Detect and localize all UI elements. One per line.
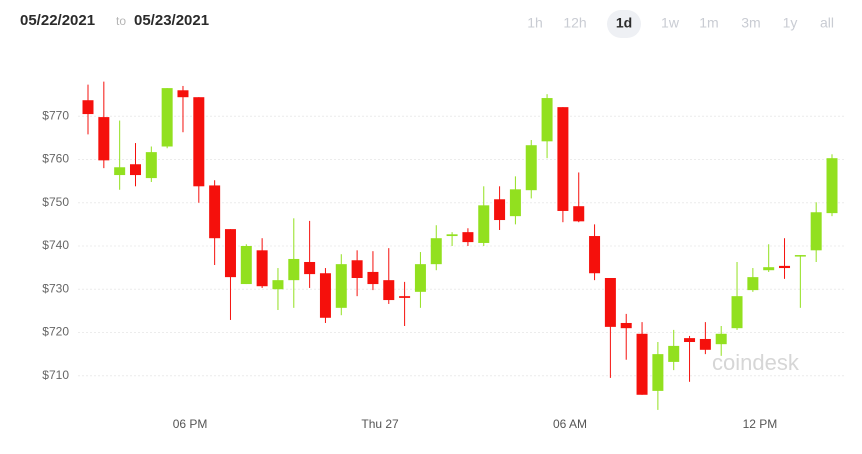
candle-body <box>145 152 157 179</box>
x-tick-label: 06 PM <box>173 417 208 431</box>
candle-body <box>383 280 395 301</box>
candle-body <box>161 88 173 147</box>
candle-body <box>129 164 141 176</box>
candle-body <box>335 264 347 308</box>
candle-body <box>668 345 680 362</box>
candle-body <box>114 167 126 176</box>
candle-body <box>731 296 743 329</box>
x-tick-label: Thu 27 <box>361 417 399 431</box>
range-button[interactable]: 12h <box>563 15 586 31</box>
candle-body <box>224 229 236 278</box>
candle-body <box>351 260 363 278</box>
candle-body <box>304 261 316 275</box>
candle-body <box>414 264 426 292</box>
candle-body <box>430 238 442 265</box>
candle-body <box>446 234 458 237</box>
candle-body <box>509 189 521 217</box>
date-to: 05/23/2021 <box>134 12 209 29</box>
candle-body <box>684 338 696 343</box>
candle-body <box>494 199 506 221</box>
range-button[interactable]: 1h <box>527 15 543 31</box>
candle-body <box>699 338 711 350</box>
y-tick-label: $730 <box>42 281 69 295</box>
candle-body <box>763 267 775 271</box>
candle-body <box>636 333 648 395</box>
range-button[interactable]: 1w <box>661 15 680 31</box>
candle-body <box>256 250 268 287</box>
x-tick-label: 06 AM <box>553 417 587 431</box>
candle-body <box>794 255 806 257</box>
range-button[interactable]: 1m <box>699 15 718 31</box>
range-button[interactable]: all <box>820 15 834 31</box>
candle-body <box>193 97 205 187</box>
candle-body <box>652 354 664 391</box>
candle-body <box>272 280 284 290</box>
candle-body <box>541 98 553 142</box>
y-tick-label: $770 <box>42 108 69 122</box>
candle-body <box>826 158 838 214</box>
y-tick-label: $740 <box>42 238 69 252</box>
candle-body <box>82 100 94 115</box>
candle-body <box>399 296 411 298</box>
y-tick-label: $750 <box>42 195 69 209</box>
candle-body <box>810 212 822 251</box>
candle-body <box>779 265 791 269</box>
y-tick-label: $710 <box>42 368 69 382</box>
y-tick-label: $760 <box>42 152 69 166</box>
range-button[interactable]: 1y <box>783 15 798 31</box>
candle-body <box>367 271 379 285</box>
candle-body <box>209 185 221 239</box>
candle-body <box>478 205 490 243</box>
candle-body <box>525 145 537 191</box>
plot: $710 $720 $730 $740 $750 $760 $770 coindesk 06 P… <box>42 81 845 431</box>
candle-body <box>462 232 474 243</box>
candle-body <box>573 206 585 222</box>
candle-body <box>604 277 616 327</box>
range-button[interactable]: 1d <box>616 15 632 31</box>
candle-body <box>620 322 632 329</box>
candle-body <box>747 277 759 291</box>
range-button[interactable]: 3m <box>741 15 760 31</box>
date-from: 05/22/2021 <box>20 12 95 29</box>
candle-body <box>288 258 300 281</box>
candle-body <box>319 273 331 318</box>
y-tick-label: $720 <box>42 325 69 339</box>
date-separator: to <box>116 14 126 28</box>
candle-body <box>715 333 727 345</box>
watermark: coindesk <box>712 350 800 375</box>
candle-body <box>240 245 252 285</box>
candle-body <box>557 107 569 211</box>
candle-body <box>98 117 110 161</box>
range-selected-bg <box>607 10 641 38</box>
candle-body <box>177 90 189 98</box>
range-selector: 1h 12h 1d 1w 1m 3m 1y all <box>527 10 834 38</box>
candle-body <box>589 236 601 274</box>
x-tick-label: 12 PM <box>743 417 778 431</box>
